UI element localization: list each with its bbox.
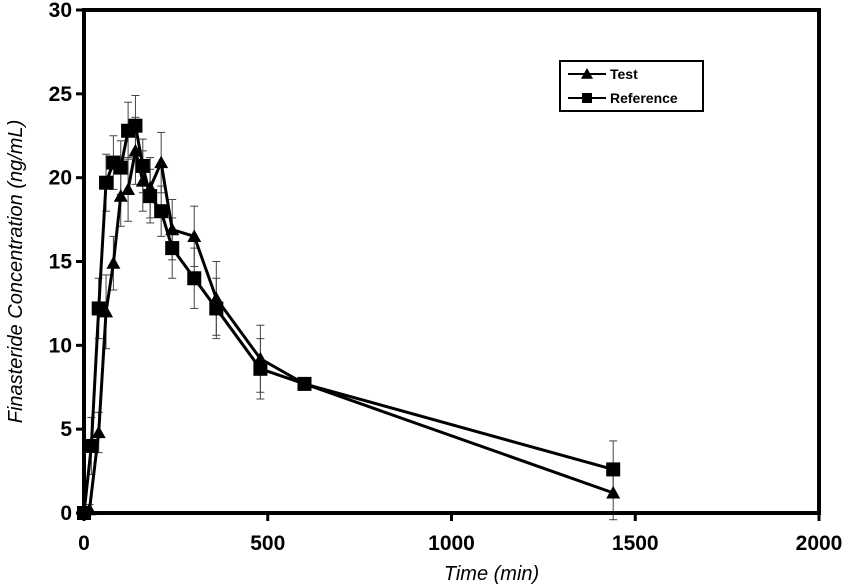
x-tick-label: 2000 — [796, 532, 843, 555]
data-point-test — [113, 189, 128, 202]
data-point-reference — [209, 301, 224, 316]
data-point-reference — [91, 301, 106, 316]
y-tick-label: 20 — [49, 167, 72, 190]
data-point-test — [121, 182, 136, 196]
y-tick-label: 10 — [49, 334, 72, 357]
legend-label: Reference — [610, 90, 678, 106]
x-tick-label: 0 — [78, 532, 90, 555]
x-tick-label: 1500 — [612, 532, 659, 555]
x-tick-label: 500 — [250, 532, 285, 555]
legend-label: Test — [610, 66, 638, 82]
data-point-reference — [84, 438, 99, 453]
y-tick-label: 15 — [49, 251, 73, 274]
legend-marker-triangle — [581, 68, 593, 79]
axis-ticks: 0 500 1000 1500 2000 0 5 10 15 20 25 30 — [49, 0, 843, 555]
data-point-test — [606, 485, 621, 499]
data-point-reference — [128, 118, 143, 133]
legend: Test Reference — [559, 60, 704, 112]
legend-marker-square — [582, 93, 592, 103]
y-tick-label: 25 — [49, 83, 73, 106]
legend-entry: Reference — [568, 90, 678, 106]
data-point-reference — [297, 376, 312, 391]
data-point-reference — [99, 175, 114, 190]
data-point-reference — [135, 158, 150, 173]
data-point-test — [128, 143, 143, 157]
data-point-test — [253, 351, 268, 365]
data-point-test — [154, 155, 169, 169]
data-point-reference — [606, 462, 621, 477]
legend-entry: Test — [568, 66, 638, 82]
error-bars — [85, 95, 618, 521]
data-point-test — [91, 425, 106, 439]
y-tick-label: 0 — [60, 502, 72, 525]
data-point-reference — [187, 271, 202, 286]
series-lines — [82, 124, 614, 515]
data-point-test — [187, 229, 202, 242]
x-axis-title: Time (min) — [444, 563, 539, 584]
data-point-reference — [113, 160, 128, 175]
data-point-reference — [154, 204, 169, 219]
legend-box — [559, 60, 704, 112]
y-axis-title: Finasteride Concentration (ng/mL) — [5, 120, 27, 423]
y-tick-label: 30 — [49, 0, 72, 22]
series-markers — [77, 118, 621, 520]
data-point-reference — [165, 241, 180, 256]
data-point-reference — [253, 361, 268, 376]
data-point-test — [106, 256, 121, 269]
data-point-test — [135, 174, 150, 187]
data-point-test — [165, 222, 180, 236]
data-point-reference — [143, 189, 158, 204]
data-point-test — [209, 291, 224, 304]
y-tick-label: 5 — [60, 418, 72, 441]
x-tick-label: 1000 — [428, 532, 475, 555]
